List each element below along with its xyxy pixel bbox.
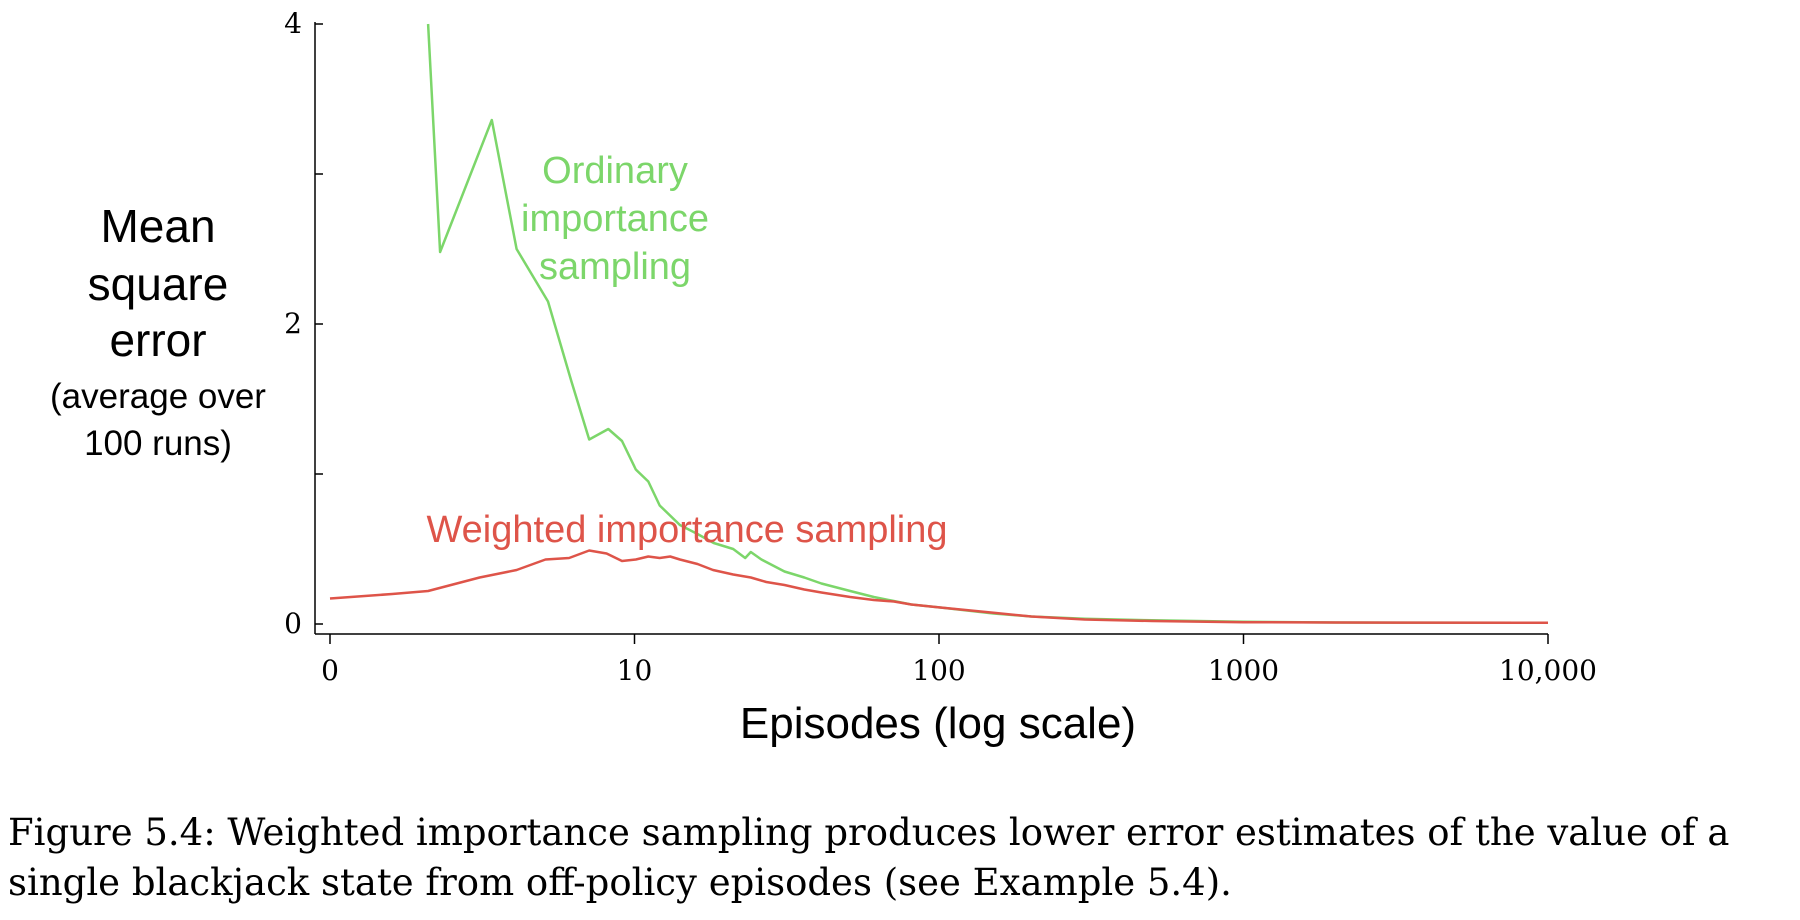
figure-caption: Figure 5.4: Weighted importance sampling… — [8, 808, 1800, 908]
x-tick-label: 100 — [912, 654, 965, 687]
series-lines — [329, 23, 1549, 625]
y-tick-label: 4 — [284, 7, 302, 40]
x-tick-label: 0 — [321, 654, 339, 687]
x-tick-label: 10 — [617, 654, 653, 687]
caption-line-1: Figure 5.4: Weighted importance sampling… — [8, 811, 1730, 854]
x-tick-label: 1000 — [1208, 654, 1279, 687]
y-ticks: 0 2 4 — [284, 7, 323, 640]
weighted-series-label: Weighted importance sampling — [426, 509, 947, 551]
x-axis-label: Episodes (log scale) — [740, 699, 1136, 748]
y-axis-label-line-3: error — [109, 314, 206, 366]
y-axis-label: Mean square error (average over 100 runs… — [50, 200, 266, 463]
weighted-importance-sampling-line — [329, 549, 1549, 625]
ordinary-label-line-3: sampling — [539, 246, 691, 288]
ordinary-label-line-1: Ordinary — [542, 150, 688, 192]
caption-line-2: single blackjack state from off-policy e… — [8, 861, 1232, 904]
y-axis-sublabel-line-1: (average over — [50, 377, 266, 416]
x-tick-label: 10,000 — [1499, 654, 1597, 687]
y-axis-label-line-2: square — [88, 258, 229, 310]
y-axis-sublabel-line-2: 100 runs) — [84, 424, 232, 463]
y-tick-label: 2 — [284, 307, 302, 340]
y-axis-label-line-1: Mean — [100, 200, 215, 252]
x-ticks: 0 10 100 1000 10,000 — [321, 634, 1597, 687]
ordinary-label-line-2: importance — [521, 198, 709, 240]
ordinary-series-label: Ordinary importance sampling — [521, 150, 709, 288]
mse-line-chart: Mean square error (average over 100 runs… — [50, 7, 1597, 748]
y-tick-label: 0 — [284, 607, 302, 640]
